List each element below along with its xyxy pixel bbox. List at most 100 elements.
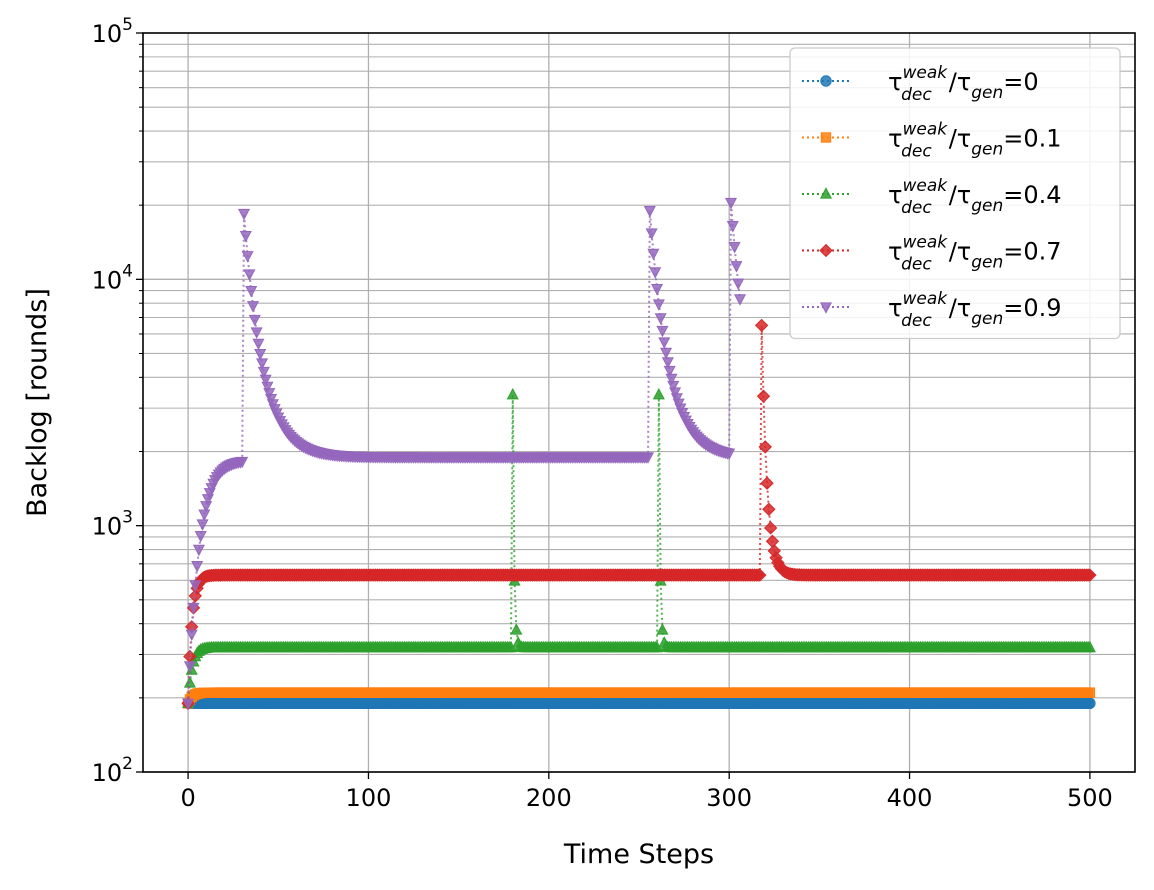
legend-box — [789, 47, 1121, 340]
legend-marker — [820, 132, 832, 143]
legend-item: τweak dec/τgen=0.1 — [802, 120, 1062, 162]
data-point — [651, 284, 664, 296]
x-tick-label: 300 — [706, 784, 752, 812]
data-point — [661, 357, 674, 369]
legend-label: τweak dec/τgen=0.1 — [888, 120, 1062, 162]
data-point — [723, 448, 736, 461]
data-point — [1084, 697, 1096, 710]
data-point — [753, 568, 767, 582]
data-point — [663, 365, 676, 378]
data-point — [665, 373, 678, 386]
data-point — [510, 623, 523, 635]
legend-marker — [820, 75, 832, 87]
data-point — [730, 261, 743, 273]
legend-item: τweak dec/τgen=0 — [802, 63, 1039, 105]
data-point — [645, 228, 658, 240]
data-point — [506, 387, 519, 400]
data-point — [643, 206, 656, 218]
data-point — [259, 374, 272, 387]
x-tick-label: 0 — [180, 784, 195, 812]
data-point — [1083, 640, 1096, 653]
data-point — [656, 623, 669, 635]
legend-label: τweak dec/τgen=0.9 — [888, 289, 1062, 331]
x-axis: 0 100 200 300 400 500 — [180, 772, 1113, 812]
legend-item: τweak dec/τgen=0.4 — [802, 176, 1062, 218]
data-point — [669, 387, 682, 399]
y-tick-label: 104 — [92, 261, 133, 294]
data-point — [194, 531, 207, 543]
x-tick-label: 100 — [346, 784, 392, 812]
y-tick-label: 105 — [92, 15, 133, 48]
data-point — [257, 366, 270, 379]
data-point — [196, 519, 209, 531]
data-point — [647, 248, 660, 261]
data-point — [252, 338, 265, 351]
series-0.1 — [182, 687, 1096, 709]
data-point — [237, 208, 251, 221]
data-point — [191, 561, 204, 573]
data-point — [758, 440, 772, 454]
data-point — [250, 327, 263, 339]
data-point — [656, 325, 669, 338]
data-point — [248, 314, 261, 327]
data-point — [185, 629, 198, 642]
data-point — [245, 285, 258, 298]
data-point — [641, 452, 655, 464]
data-point — [760, 476, 774, 490]
data-point — [732, 278, 745, 290]
legend-marker — [819, 187, 833, 199]
x-axis-label: Time Steps — [563, 839, 714, 870]
data-point — [756, 389, 771, 403]
data-point — [189, 580, 202, 592]
data-point — [660, 347, 673, 360]
data-point — [733, 294, 747, 306]
data-point — [261, 381, 274, 394]
legend-item: τweak dec/τgen=0.9 — [802, 289, 1062, 331]
data-point — [263, 388, 276, 400]
data-point — [241, 251, 254, 263]
x-tick-label: 500 — [1067, 784, 1113, 812]
series-layer — [181, 197, 1097, 711]
data-point — [754, 318, 769, 333]
data-point — [652, 299, 665, 311]
data-point — [652, 387, 665, 400]
y-axis-label: Backlog [rounds] — [22, 288, 53, 517]
legend-marker — [819, 302, 833, 314]
data-point — [1084, 687, 1096, 698]
data-point — [724, 197, 738, 210]
legend-marker — [819, 243, 833, 258]
data-point — [236, 456, 249, 469]
y-tick-label: 102 — [92, 754, 133, 787]
series-0 — [182, 697, 1096, 710]
x-tick-label: 200 — [526, 784, 572, 812]
data-point — [649, 267, 662, 279]
data-point — [728, 242, 741, 254]
legend-label: τweak dec/τgen=0 — [888, 63, 1039, 105]
legend-item: τweak dec/τgen=0.7 — [802, 233, 1062, 275]
legend: τweak dec/τgen=0 τweak dec/τgen=0.1 τweak dec… — [789, 47, 1121, 340]
series-0.4 — [182, 387, 1096, 708]
data-point — [239, 230, 252, 243]
data-point — [763, 521, 778, 535]
y-axis: 102 103 104 105 — [92, 15, 143, 787]
legend-label: τweak dec/τgen=0.4 — [888, 176, 1062, 218]
legend-label: τweak dec/τgen=0.7 — [888, 233, 1062, 275]
data-point — [667, 380, 680, 393]
data-point — [192, 544, 205, 557]
data-point — [658, 337, 671, 349]
data-point — [1083, 568, 1097, 582]
data-point — [762, 502, 776, 516]
data-point — [182, 698, 195, 711]
series-0.7 — [181, 318, 1097, 711]
y-tick-label: 103 — [92, 508, 133, 541]
data-point — [243, 269, 256, 281]
data-point — [654, 313, 667, 325]
data-point — [256, 358, 269, 370]
plot-frame — [142, 32, 1136, 773]
series-0.9 — [182, 197, 747, 711]
data-point — [198, 509, 211, 521]
data-point — [187, 602, 200, 615]
data-point — [726, 220, 739, 233]
data-point — [183, 661, 196, 673]
